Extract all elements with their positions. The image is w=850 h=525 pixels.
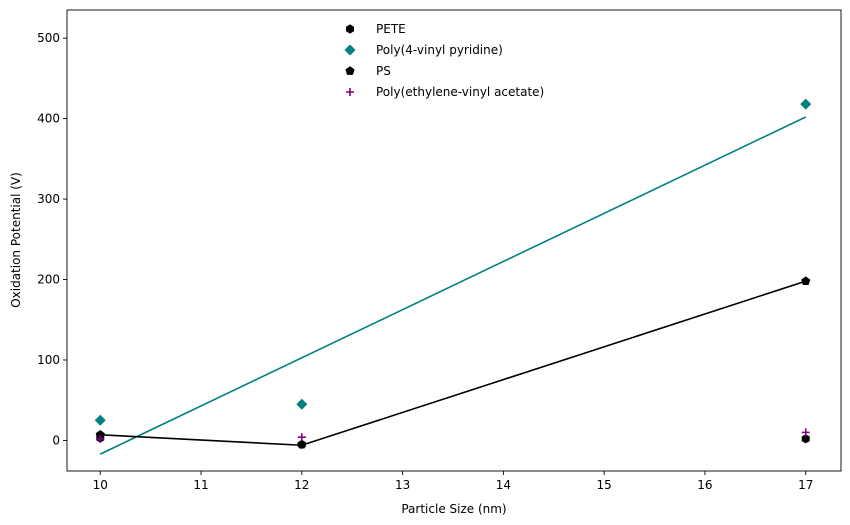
legend: PETE Poly(4-vinyl pyridine) PS Poly(ethylen… [344, 22, 544, 99]
legend-label-4: Poly(ethylene-vinyl acetate) [376, 85, 544, 99]
x-axis-label: Particle Size (nm) [401, 502, 506, 516]
legend-label-3: PS [376, 64, 391, 78]
y-tick-label: 0 [52, 433, 60, 447]
x-tick-label: 13 [395, 478, 410, 492]
y-axis-ticks: 0 100 200 300 400 500 [37, 31, 67, 447]
y-tick-label: 400 [37, 112, 60, 126]
x-tick-label: 10 [93, 478, 108, 492]
fit-line-2 [100, 280, 806, 447]
legend-label-2: Poly(4-vinyl pyridine) [376, 43, 503, 57]
data-point-series-3-2 [297, 439, 307, 449]
y-tick-label: 500 [37, 31, 60, 45]
fit-line-1 [99, 116, 807, 455]
data-point-series-1-3 [801, 434, 810, 444]
data-point-series-3-3 [801, 276, 811, 286]
legend-marker-3 [345, 66, 355, 75]
plot-frame [66, 9, 842, 472]
x-tick-label: 14 [496, 478, 511, 492]
x-tick-label: 11 [193, 478, 208, 492]
data-point-series-4-2 [297, 433, 306, 442]
data-point-series-4-3 [801, 428, 810, 437]
legend-marker-4 [346, 88, 354, 96]
x-tick-label: 17 [798, 478, 813, 492]
data-point-series-4-1 [96, 434, 105, 443]
legend-label-1: PETE [376, 22, 406, 36]
legend-marker-1 [346, 24, 354, 34]
data-point-series-2-2 [296, 398, 308, 410]
x-axis-ticks: 10 11 12 13 14 15 16 17 [93, 471, 813, 492]
data-point-series-2-1 [94, 414, 106, 426]
data-point-series-3-1 [95, 430, 105, 439]
y-tick-label: 300 [37, 192, 60, 206]
data-points [94, 98, 812, 450]
x-tick-label: 16 [697, 478, 712, 492]
y-tick-label: 200 [37, 273, 60, 287]
legend-marker-2 [344, 44, 356, 56]
fit-lines [99, 116, 807, 455]
y-axis-label: Oxidation Potential (V) [9, 172, 23, 308]
data-point-series-2-3 [800, 98, 812, 110]
x-tick-label: 12 [294, 478, 309, 492]
x-tick-label: 15 [597, 478, 612, 492]
y-tick-label: 100 [37, 353, 60, 367]
